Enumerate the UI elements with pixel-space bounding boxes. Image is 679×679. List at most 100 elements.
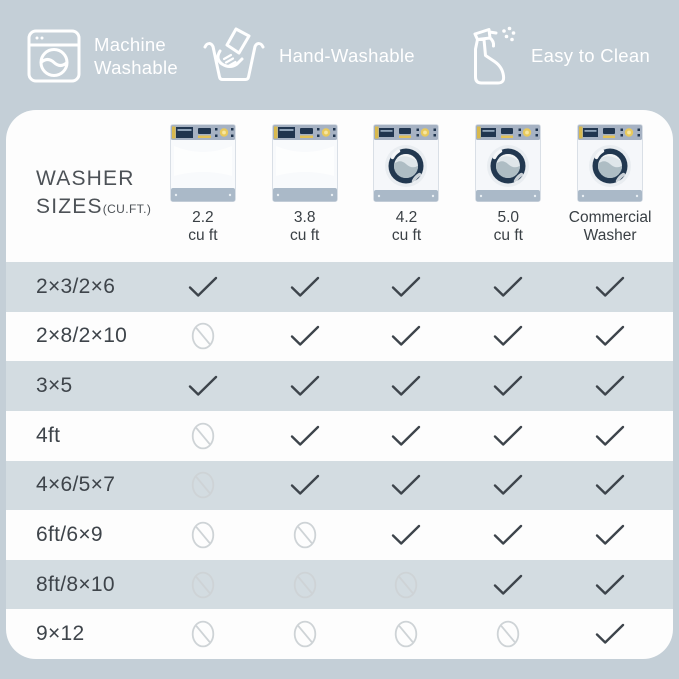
washer-column-header: Commercial Washer [559,124,661,262]
check-icon [595,276,625,297]
table-title: WASHER SIZES(CU.FT.) [36,166,152,218]
rug-size-label: 9×12 [36,622,85,646]
compatible-cell [356,325,458,347]
front-load-washer-icon [373,124,440,202]
compatible-cell [356,524,458,546]
check-icon [595,326,625,347]
not-recommended-cell [152,620,254,648]
spray-bottle-icon [473,26,516,85]
compatible-cell [254,325,356,347]
not-recommended-icon [191,472,215,499]
not-recommended-icon [395,620,418,648]
compatible-cell [457,574,559,596]
table-row: 3×5 [6,361,673,411]
front-load-washer-icon [475,124,542,202]
table-row: 2×8/2×10 [6,312,673,362]
top-load-washer-icon [271,124,338,202]
not-recommended-cell [152,422,254,450]
check-icon [290,375,319,396]
check-icon [392,425,421,446]
compatible-cell [457,474,559,496]
check-icon [595,375,625,396]
compatible-cell [559,325,661,347]
compatible-cell [254,375,356,397]
check-icon [494,326,523,347]
washing-machine-icon [27,29,81,83]
rug-size-label: 2×8/2×10 [36,324,128,348]
compatible-cell [457,524,559,546]
front-load-washer-icon [577,124,644,202]
badge-label: Machine Washable [94,33,178,78]
not-recommended-cell [356,571,458,599]
washer-size-caption: 3.8 cu ft [290,209,320,245]
check-icon [290,276,319,297]
check-icon [290,475,319,496]
check-icon [595,425,625,446]
badge-machine-washable: Machine Washable [27,0,178,112]
table-body: 2×3/2×6 2×8/2×10 3×5 [6,262,673,659]
table-title-unit: (CU.FT.) [102,202,152,216]
check-icon [290,425,319,446]
not-recommended-icon [293,620,316,648]
compatible-cell [559,425,661,447]
not-recommended-cell [152,521,254,549]
table-column-headers: WASHER SIZES(CU.FT.) 2.2 cu [6,110,673,262]
compatible-cell [356,425,458,447]
check-icon [188,276,218,297]
rug-size-label: 8ft/8×10 [36,572,115,596]
check-icon [595,475,625,496]
rug-size-label: 3×5 [36,374,73,398]
not-recommended-cell [254,620,356,648]
hand-wash-icon [203,27,265,81]
check-icon [494,574,523,595]
not-recommended-icon [293,521,316,549]
compatible-cell [559,623,661,645]
washer-size-caption: 5.0 cu ft [493,209,523,245]
check-icon [392,375,421,396]
check-icon [494,276,523,297]
table-row: 8ft/8×10 [6,559,673,610]
badge-label: Easy to Clean [531,45,651,67]
compatible-cell [559,524,661,546]
compatible-cell [457,375,559,397]
rug-size-label: 4ft [36,423,61,447]
not-recommended-icon [191,422,215,449]
compatible-cell [559,574,661,596]
compatible-cell [254,276,356,298]
badge-hand-washable: Hand-Washable [202,0,415,112]
compatible-cell [559,474,661,496]
compatible-cell [356,474,458,496]
not-recommended-icon [497,620,520,648]
washer-column-header: 2.2 cu ft [152,124,254,262]
compatible-cell [457,276,559,298]
check-icon [188,375,218,396]
not-recommended-icon [191,521,215,549]
table-row: 4×6/5×7 [6,460,673,511]
table-row: 9×12 [6,609,673,659]
check-icon [392,524,421,545]
not-recommended-cell [152,571,254,599]
check-icon [290,326,319,347]
check-icon [392,276,421,297]
not-recommended-cell [254,521,356,549]
washer-column-header: 4.2 cu ft [356,124,458,262]
compatible-cell [457,425,559,447]
table-row: 4ft [6,411,673,461]
compatible-cell [254,474,356,496]
check-icon [595,623,625,644]
not-recommended-cell [152,322,254,350]
badge-easy-to-clean: Easy to Clean [468,0,650,112]
check-icon [595,524,625,545]
compatible-cell [254,425,356,447]
rug-size-label: 4×6/5×7 [36,473,116,497]
rug-size-label: 2×3/2×6 [36,274,116,298]
not-recommended-cell [254,571,356,599]
not-recommended-cell [457,620,559,648]
washer-size-caption: Commercial Washer [568,209,652,245]
compatible-cell [356,375,458,397]
not-recommended-icon [395,571,418,598]
washer-column-header: 5.0 cu ft [457,124,559,262]
badge-label: Hand-Washable [279,45,415,67]
check-icon [494,524,523,545]
check-icon [595,574,625,595]
